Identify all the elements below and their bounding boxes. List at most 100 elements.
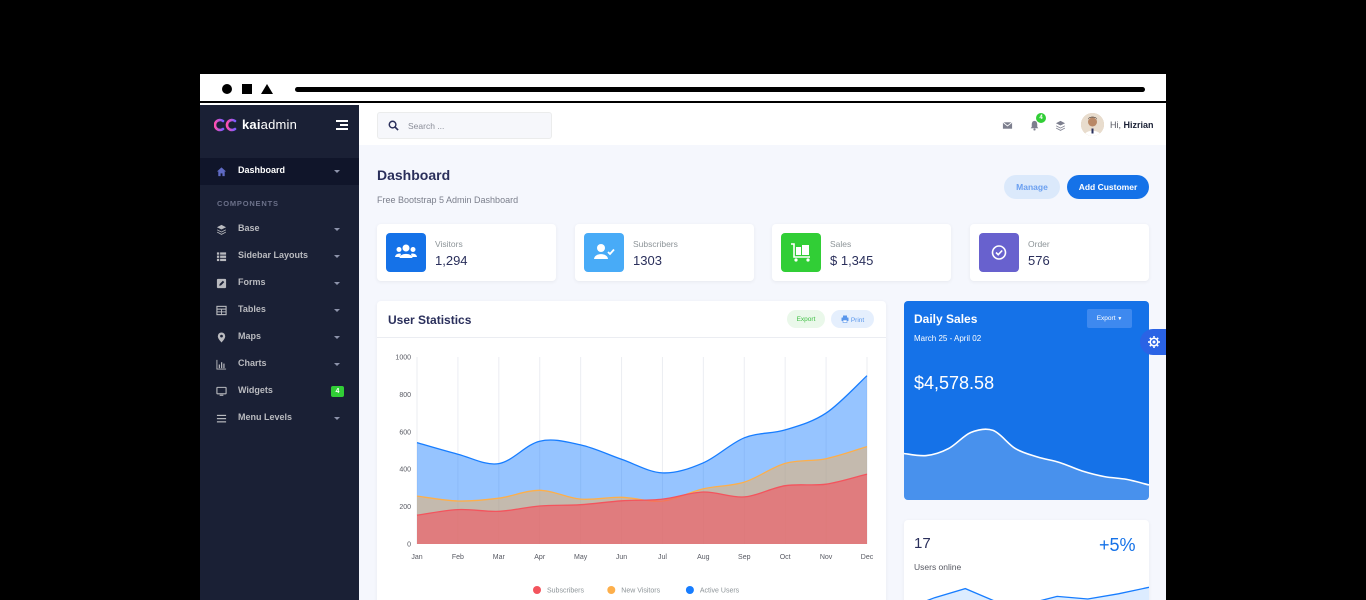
notification-badge: 4 bbox=[1036, 113, 1046, 123]
desktop-icon bbox=[216, 386, 227, 396]
y-tick-label: 400 bbox=[399, 467, 411, 474]
series-line-active-users bbox=[416, 375, 868, 474]
sidebar-item-label: Sidebar Layouts bbox=[238, 250, 309, 260]
sidebar-item-label: Menu Levels bbox=[238, 412, 293, 422]
trend-line bbox=[904, 428, 1149, 486]
sparkline-line bbox=[926, 586, 1149, 600]
chevron-down-icon bbox=[334, 228, 340, 231]
sidebar-toggle-icon[interactable] bbox=[336, 119, 348, 131]
pen-square-icon bbox=[216, 278, 227, 289]
user-photo-icon bbox=[1081, 113, 1104, 136]
x-tick-label: Nov bbox=[820, 554, 833, 561]
layers-icon[interactable] bbox=[1055, 120, 1066, 131]
page-subtitle: Free Bootstrap 5 Admin Dashboard bbox=[377, 195, 519, 205]
card-title: User Statistics bbox=[388, 313, 472, 327]
x-tick-label: Dec bbox=[861, 554, 874, 561]
table-icon bbox=[216, 305, 227, 316]
check-circle-icon bbox=[991, 245, 1007, 260]
card-title: Daily Sales bbox=[914, 312, 978, 326]
browser-frame: kaiadmin Dashboard COMPONENTS Base Sideb… bbox=[200, 74, 1166, 600]
legend-swatch bbox=[607, 586, 616, 594]
y-tick-label: 200 bbox=[399, 504, 411, 511]
bar-chart-icon bbox=[216, 359, 227, 370]
print-button[interactable]: Print bbox=[831, 310, 874, 328]
x-tick-label: Feb bbox=[452, 554, 464, 561]
home-icon bbox=[216, 167, 227, 177]
stat-label: Subscribers bbox=[633, 239, 678, 249]
stat-card-order: Order 576 bbox=[970, 224, 1149, 281]
sidebar-item-widgets[interactable]: Widgets 4 bbox=[200, 378, 359, 405]
frame-top-bar bbox=[200, 74, 1166, 103]
sparkline-area bbox=[928, 587, 1149, 600]
chevron-down-icon bbox=[334, 336, 340, 339]
stat-label: Visitors bbox=[435, 239, 463, 249]
stat-value: 576 bbox=[1028, 253, 1050, 268]
x-tick-label: Aug bbox=[697, 554, 710, 561]
stat-icon-box bbox=[781, 233, 821, 272]
stat-card-sales: Sales $ 1,345 bbox=[772, 224, 951, 281]
export-dropdown-button[interactable]: Export ▼ bbox=[1087, 309, 1132, 328]
chevron-down-icon bbox=[334, 170, 340, 173]
settings-toggle[interactable] bbox=[1140, 329, 1166, 355]
search-icon[interactable] bbox=[388, 120, 399, 131]
daily-sales-value: $4,578.58 bbox=[914, 373, 995, 393]
stat-value: 1303 bbox=[633, 253, 662, 268]
trend-area bbox=[904, 429, 1149, 500]
kaiadmin-logo-icon[interactable] bbox=[214, 118, 238, 132]
th-list-icon bbox=[216, 252, 227, 262]
gear-icon bbox=[1148, 336, 1160, 348]
sidebar-item-menu-levels[interactable]: Menu Levels bbox=[200, 405, 359, 432]
bell-icon[interactable] bbox=[1029, 120, 1040, 131]
search-input[interactable] bbox=[408, 118, 548, 133]
logo-header: kaiadmin bbox=[200, 105, 359, 145]
chevron-down-icon bbox=[334, 363, 340, 366]
users-icon bbox=[395, 244, 417, 258]
top-navbar: 4 Hi, Hizrian bbox=[359, 105, 1166, 145]
daily-sales-card: Daily Sales March 25 - April 02 Export ▼… bbox=[904, 301, 1149, 500]
card-divider bbox=[377, 337, 886, 338]
stat-label: Sales bbox=[830, 239, 852, 249]
x-tick-label: Jul bbox=[658, 554, 667, 561]
manage-button[interactable]: Manage bbox=[1004, 175, 1060, 199]
user-statistics-chart: Jan Feb Mar Apr May Jun Jul Aug Sep Oct Nov Dec 0 200… bbox=[395, 355, 874, 595]
sidebar-item-base[interactable]: Base bbox=[200, 216, 359, 243]
sidebar-section-heading: COMPONENTS bbox=[217, 199, 279, 208]
series-line-subscribers bbox=[416, 473, 868, 516]
sidebar-item-sidebar-layouts[interactable]: Sidebar Layouts bbox=[200, 243, 359, 270]
stat-label: Order bbox=[1028, 239, 1050, 249]
export-button[interactable]: Export bbox=[787, 310, 825, 328]
avatar[interactable] bbox=[1081, 113, 1104, 136]
search-box bbox=[377, 112, 552, 139]
sidebar-item-forms[interactable]: Forms bbox=[200, 270, 359, 297]
y-tick-label: 0 bbox=[407, 542, 411, 549]
sidebar-item-maps[interactable]: Maps bbox=[200, 324, 359, 351]
sidebar-item-dashboard[interactable]: Dashboard bbox=[200, 158, 359, 185]
main-content: Dashboard Free Bootstrap 5 Admin Dashboa… bbox=[359, 145, 1166, 600]
date-range: March 25 - April 02 bbox=[914, 334, 982, 343]
x-tick-label: Oct bbox=[780, 554, 791, 561]
stat-card-subscribers: Subscribers 1303 bbox=[575, 224, 754, 281]
series-area-subscribers bbox=[417, 474, 867, 544]
users-online-count: 17 bbox=[914, 535, 931, 552]
sidebar-item-label: Charts bbox=[238, 358, 267, 368]
legend-swatch bbox=[533, 586, 541, 594]
user-greeting[interactable]: Hi, Hizrian bbox=[1110, 120, 1154, 130]
sidebar: kaiadmin Dashboard COMPONENTS Base Sideb… bbox=[200, 105, 359, 600]
widgets-count-badge: 4 bbox=[331, 386, 344, 397]
users-online-label: Users online bbox=[914, 562, 962, 572]
square-icon bbox=[242, 84, 252, 94]
envelope-icon[interactable] bbox=[1002, 120, 1013, 131]
stat-value: $ 1,345 bbox=[830, 253, 874, 268]
stat-icon-box bbox=[584, 233, 624, 272]
y-tick-label: 600 bbox=[399, 429, 411, 436]
luggage-cart-icon bbox=[791, 243, 810, 262]
x-tick-label: Jun bbox=[616, 554, 627, 561]
user-check-icon bbox=[594, 244, 615, 259]
print-icon bbox=[841, 315, 849, 323]
users-online-sparkline bbox=[926, 586, 1149, 600]
sidebar-item-charts[interactable]: Charts bbox=[200, 351, 359, 378]
sidebar-item-tables[interactable]: Tables bbox=[200, 297, 359, 324]
logo-text[interactable]: kaiadmin bbox=[242, 117, 298, 132]
x-tick-label: Sep bbox=[738, 554, 751, 561]
add-customer-button[interactable]: Add Customer bbox=[1067, 175, 1149, 199]
